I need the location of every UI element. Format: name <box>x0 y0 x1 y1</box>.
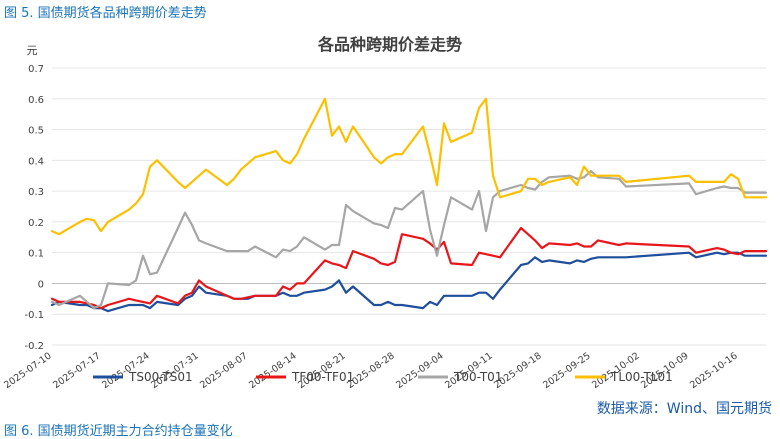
legend-label: TS00-TS01 <box>128 370 193 384</box>
y-tick-label: 0.3 <box>28 187 44 198</box>
y-tick-label: 0.1 <box>28 249 44 260</box>
y-axis-unit-label: 元 <box>27 44 38 57</box>
x-tick-label: 2025-08-14 <box>247 350 299 391</box>
series-line-t00-t01 <box>50 170 768 310</box>
legend-label: TF00-TF01 <box>291 370 354 384</box>
y-tick-label: 0.2 <box>28 218 44 229</box>
series-line-tf00-tf01 <box>50 226 768 310</box>
y-axis-ticks: -0.2 -0.1 0 0.1 0.2 0.3 0.4 0.5 0.6 0.7 <box>24 64 44 352</box>
legend-label: TL00-TL01 <box>610 370 673 384</box>
next-figure-caption: 图 6. 国债期货近期主力合约持仓量变化 <box>4 424 233 439</box>
x-tick-label: 2025-09-04 <box>394 350 446 391</box>
y-tick-label: 0.6 <box>28 95 44 106</box>
line-chart: 各品种跨期价差走势 元 -0.2 -0.1 0 0.1 0.2 0.3 0.4 0.5 0.6 0… <box>2 35 768 391</box>
x-tick-label: 2025-08-07 <box>198 350 250 391</box>
figure-caption: 图 5. 国债期货各品种跨期价差走势 <box>4 6 207 21</box>
y-tick-label: 0 <box>38 279 44 290</box>
x-tick-label: 2025-10-16 <box>688 350 740 391</box>
source-note: 数据来源：Wind、国元期货 <box>596 401 772 417</box>
y-tick-label: -0.1 <box>24 310 44 321</box>
legend: TS00-TS01 TF00-TF01 T00-T01 TL00-TL01 <box>93 370 673 384</box>
y-tick-label: 0.4 <box>28 156 44 167</box>
x-tick-label: 2025-07-10 <box>2 350 54 391</box>
gridlines <box>52 67 766 346</box>
series-line-tl00-tl01 <box>50 97 768 236</box>
series-lines <box>50 97 768 313</box>
series-line-ts00-ts01 <box>50 251 768 313</box>
chart-title: 各品种跨期价差走势 <box>317 35 462 54</box>
y-tick-label: 0.7 <box>28 64 44 75</box>
legend-label: T00-T01 <box>453 370 502 384</box>
y-tick-label: 0.5 <box>28 126 44 137</box>
x-tick-label: 2025-07-17 <box>51 350 103 391</box>
y-tick-label: -0.2 <box>24 341 44 352</box>
x-tick-label: 2025-09-25 <box>541 350 593 391</box>
